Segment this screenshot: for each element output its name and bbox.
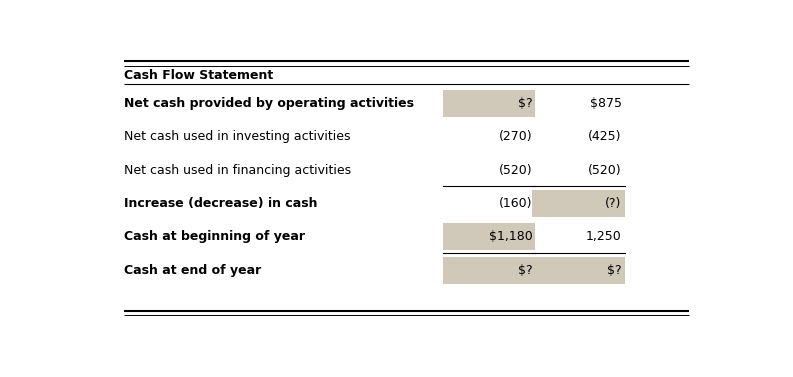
- Text: (425): (425): [588, 130, 622, 143]
- Text: $?: $?: [518, 97, 532, 110]
- Text: (520): (520): [588, 164, 622, 176]
- Text: (160): (160): [499, 197, 532, 210]
- FancyBboxPatch shape: [443, 224, 535, 250]
- Text: Cash at beginning of year: Cash at beginning of year: [124, 230, 305, 243]
- FancyBboxPatch shape: [443, 90, 535, 116]
- Text: (?): (?): [605, 197, 622, 210]
- Text: Net cash used in investing activities: Net cash used in investing activities: [124, 130, 351, 143]
- Text: $?: $?: [518, 264, 532, 277]
- Text: Net cash used in financing activities: Net cash used in financing activities: [124, 164, 351, 176]
- Text: Cash at end of year: Cash at end of year: [124, 264, 261, 277]
- Text: $875: $875: [589, 97, 622, 110]
- Text: $?: $?: [607, 264, 622, 277]
- FancyBboxPatch shape: [532, 190, 625, 217]
- Text: Cash Flow Statement: Cash Flow Statement: [124, 69, 273, 82]
- FancyBboxPatch shape: [532, 257, 625, 284]
- Text: Increase (decrease) in cash: Increase (decrease) in cash: [124, 197, 317, 210]
- Text: Net cash provided by operating activities: Net cash provided by operating activitie…: [124, 97, 414, 110]
- Text: 1,250: 1,250: [586, 230, 622, 243]
- Text: $1,180: $1,180: [488, 230, 532, 243]
- FancyBboxPatch shape: [443, 257, 535, 284]
- Text: (520): (520): [499, 164, 532, 176]
- Text: (270): (270): [499, 130, 532, 143]
